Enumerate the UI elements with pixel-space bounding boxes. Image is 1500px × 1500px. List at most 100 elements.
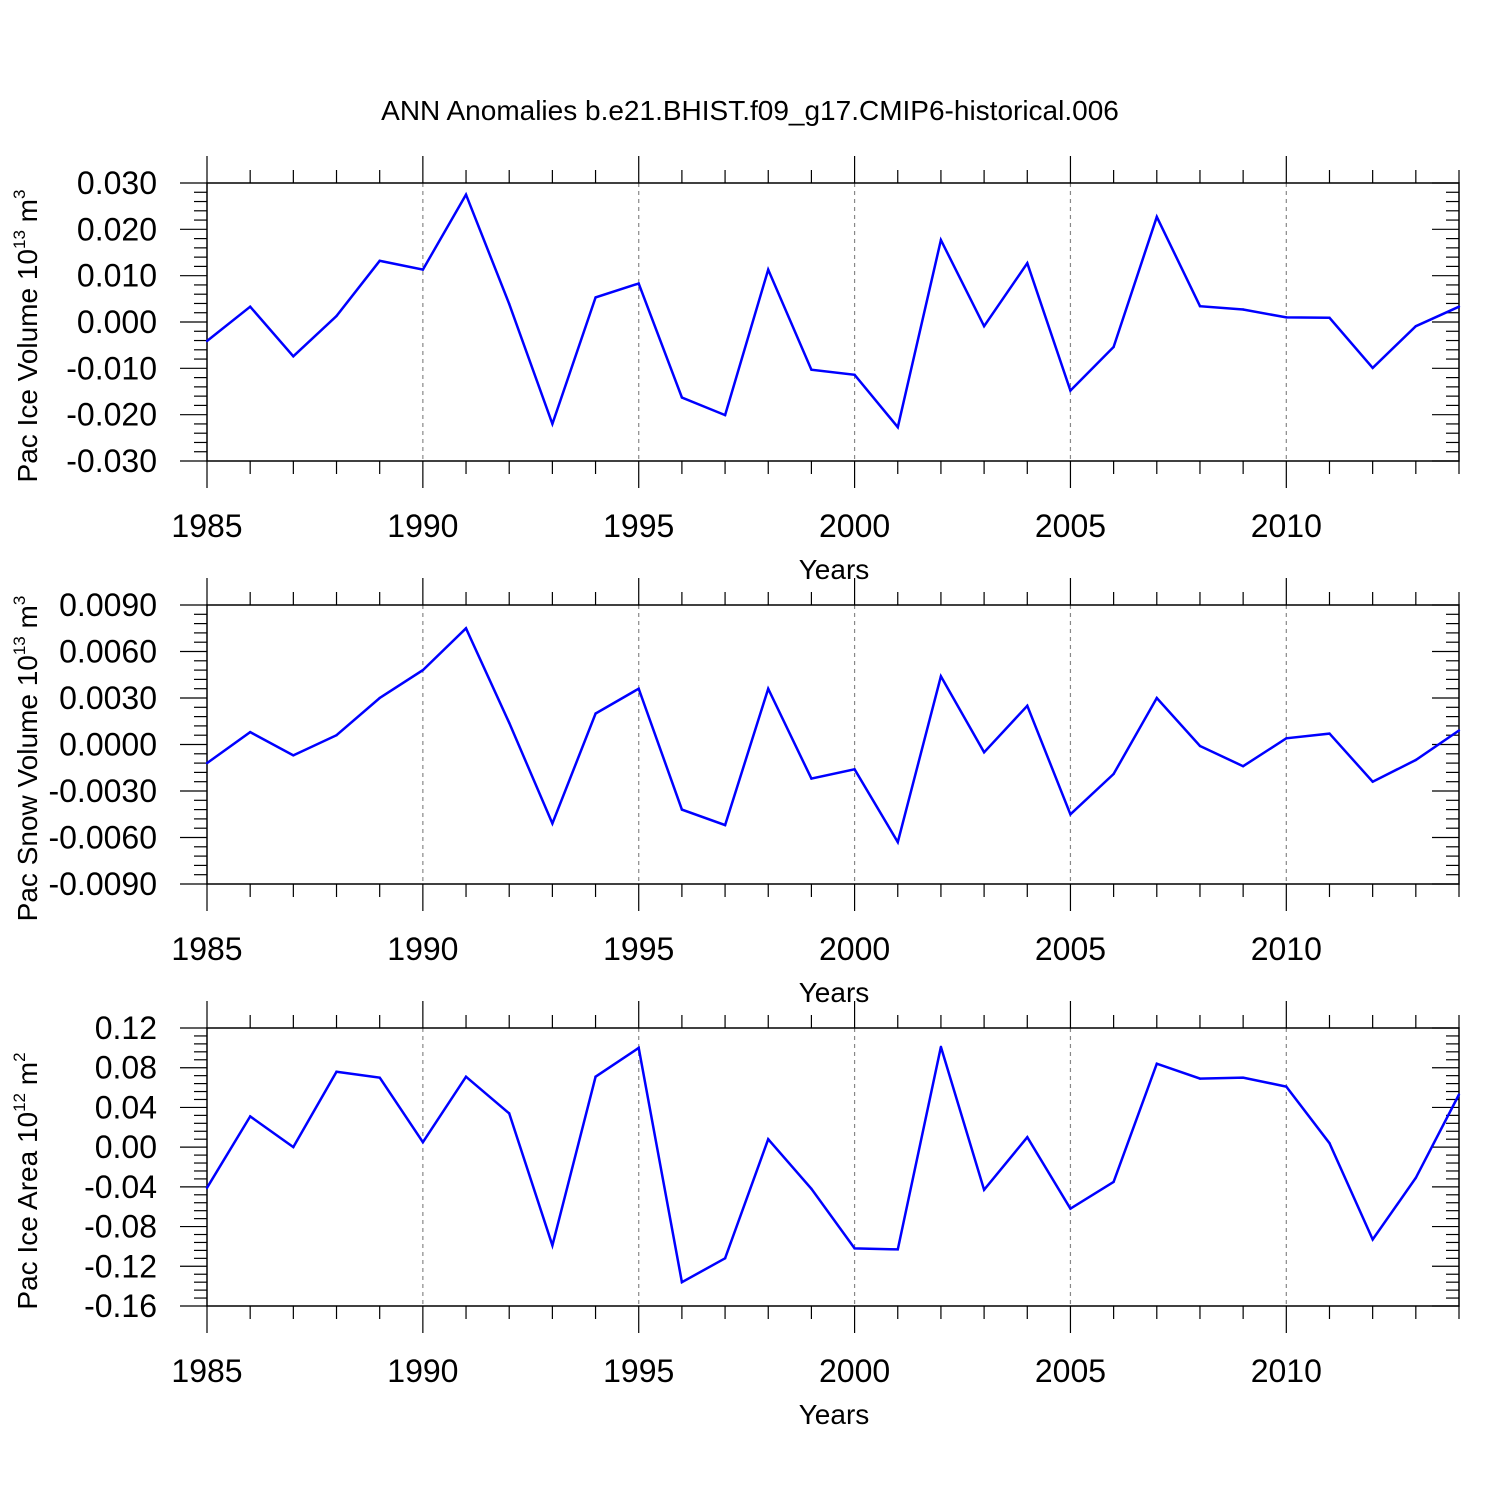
data-point — [896, 425, 899, 429]
data-point — [1069, 1207, 1072, 1210]
x-tick-label: 2010 — [1251, 1353, 1322, 1389]
data-point — [637, 687, 640, 690]
data-point — [1457, 305, 1461, 308]
x-tick-label: 1985 — [171, 931, 242, 967]
data-point — [464, 1075, 468, 1078]
data-point — [1285, 737, 1288, 740]
data-point — [1069, 389, 1072, 392]
data-point — [378, 1076, 381, 1079]
y-tick-label: -0.010 — [66, 350, 157, 386]
data-point — [292, 754, 295, 757]
data-point — [1328, 316, 1331, 320]
data-point — [680, 396, 684, 399]
data-point — [982, 1188, 986, 1192]
data-point — [1414, 1176, 1418, 1180]
data-point — [810, 1187, 813, 1191]
data-point — [723, 413, 727, 417]
y-tick-label: -0.12 — [84, 1248, 157, 1284]
chart-title: ANN Anomalies b.e21.BHIST.f09_g17.CMIP6-… — [381, 95, 1119, 126]
data-point — [637, 282, 640, 285]
data-point — [680, 808, 684, 811]
data-point — [508, 721, 511, 724]
y-axis-label: Pac Ice Area 1012 m2 — [10, 1052, 43, 1309]
data-point — [1457, 729, 1461, 732]
y-axis-label: Pac Snow Volume 1013 m3 — [10, 596, 43, 922]
data-point — [594, 712, 597, 715]
y-axis-label-unit-exponent: 3 — [10, 190, 29, 199]
data-point — [1285, 1085, 1288, 1088]
x-tick-label: 1990 — [387, 1353, 458, 1389]
data-point — [1198, 744, 1202, 748]
x-tick-label: 2010 — [1251, 931, 1322, 967]
data-point — [248, 1115, 252, 1118]
data-point — [853, 373, 856, 377]
data-point — [723, 1257, 727, 1260]
series-line — [206, 191, 1460, 430]
data-point — [248, 730, 252, 734]
x-tick-label: 2005 — [1035, 1353, 1106, 1389]
data-point — [508, 302, 511, 306]
data-point — [982, 324, 986, 328]
data-point — [205, 761, 209, 765]
data-point — [551, 422, 554, 426]
y-tick-label: -0.0030 — [48, 773, 157, 809]
x-tick-label: 2000 — [819, 931, 890, 967]
data-point — [551, 822, 554, 825]
data-point — [421, 1140, 425, 1144]
data-point — [939, 238, 943, 242]
data-point — [1069, 813, 1072, 816]
y-tick-label: 0.00 — [95, 1129, 157, 1165]
data-point — [378, 696, 381, 700]
y-tick-label: 0.08 — [95, 1050, 157, 1086]
y-tick-label: 0.0000 — [59, 727, 157, 763]
data-point — [1112, 1180, 1115, 1184]
data-point — [248, 305, 252, 308]
data-point — [1328, 732, 1331, 735]
data-point — [637, 1046, 640, 1050]
y-tick-label: 0.0060 — [59, 634, 157, 670]
y-tick-label: 0.010 — [77, 258, 157, 294]
y-axis-label-unit-exponent: 2 — [10, 1052, 29, 1061]
data-point — [464, 627, 468, 630]
x-tick-label: 1995 — [603, 508, 674, 544]
data-point — [1112, 345, 1115, 349]
data-point — [1414, 758, 1418, 762]
data-point — [551, 1244, 554, 1247]
data-point — [680, 1280, 684, 1284]
y-axis-label-exponent: 13 — [10, 636, 29, 655]
panel-3: 1985 1990 1995 2000 2005 2010Years0.120.080.0… — [10, 1001, 1461, 1430]
data-point — [421, 268, 425, 271]
data-point — [1155, 696, 1158, 700]
data-point — [982, 751, 986, 754]
data-point — [508, 1112, 511, 1115]
data-point — [853, 768, 856, 771]
x-tick-label: 1990 — [387, 931, 458, 967]
data-point — [421, 668, 425, 672]
data-point — [939, 1045, 943, 1049]
data-point — [1198, 1077, 1202, 1080]
x-axis-label: Years — [799, 977, 870, 1008]
data-point — [1328, 1141, 1331, 1145]
data-point — [1155, 215, 1158, 219]
x-tick-label: 2010 — [1251, 508, 1322, 544]
x-tick-label: 1990 — [387, 508, 458, 544]
data-point — [896, 1248, 899, 1251]
y-axis-label-unit: m — [12, 605, 43, 636]
y-tick-label: -0.0090 — [48, 866, 157, 902]
x-axis-label: Years — [799, 554, 870, 585]
x-tick-label: 1995 — [603, 1353, 674, 1389]
x-tick-label: 1995 — [603, 931, 674, 967]
y-axis-label-name: Pac Ice Volume 10 — [12, 249, 43, 482]
plot-frame — [206, 1027, 1460, 1307]
data-point — [1371, 780, 1374, 783]
y-axis-label: Pac Ice Volume 1013 m3 — [10, 190, 43, 483]
panel-2: 1985 1990 1995 2000 2005 2010 Years 0.0090 0.006… — [10, 578, 1461, 1008]
data-point — [378, 259, 381, 263]
y-tick-label: -0.030 — [66, 443, 157, 479]
y-axis-label-name: Pac Snow Volume 10 — [12, 655, 43, 921]
data-point — [853, 1247, 856, 1250]
data-point — [810, 368, 813, 371]
y-tick-label: -0.16 — [84, 1288, 157, 1324]
y-axis-label-exponent: 13 — [10, 230, 29, 249]
